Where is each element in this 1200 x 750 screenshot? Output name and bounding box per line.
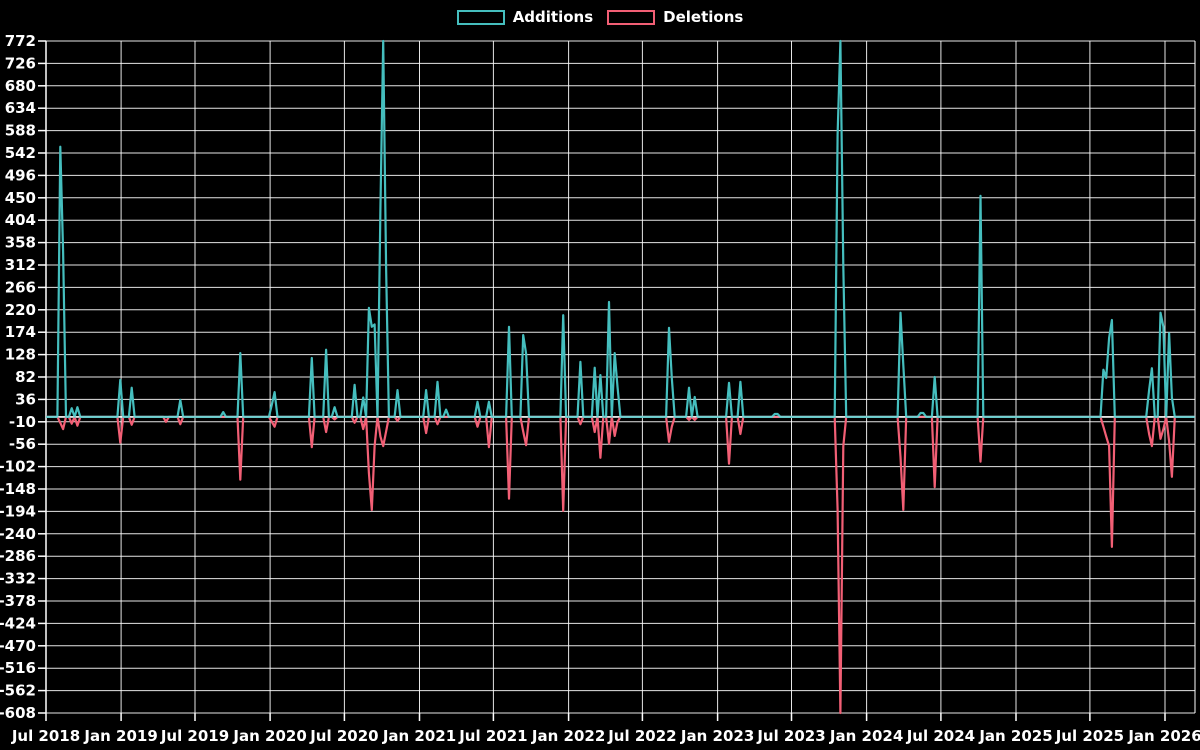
svg-text:266: 266	[5, 278, 36, 296]
svg-text:496: 496	[5, 166, 36, 184]
deletions-swatch-icon	[607, 9, 656, 25]
svg-text:-608: -608	[0, 704, 36, 722]
svg-text:588: 588	[5, 122, 36, 140]
svg-text:-332: -332	[0, 570, 36, 588]
v-gridlines	[45, 41, 1166, 721]
svg-text:-424: -424	[0, 614, 36, 632]
svg-text:Jan 2019: Jan 2019	[83, 727, 157, 745]
svg-text:542: 542	[5, 144, 36, 162]
legend-item-additions[interactable]: Additions	[456, 7, 594, 26]
svg-text:-378: -378	[0, 592, 36, 610]
svg-text:Jul 2021: Jul 2021	[458, 727, 527, 745]
svg-text:680: 680	[5, 77, 36, 95]
svg-text:-562: -562	[0, 682, 36, 700]
svg-text:Jan 2020: Jan 2020	[232, 727, 306, 745]
x-axis-labels: Jul 2018 Jan 2019 Jul 2019 Jan 2020 Jul 2020…	[11, 727, 1200, 745]
svg-text:-516: -516	[0, 659, 36, 677]
svg-text:726: 726	[5, 54, 36, 72]
svg-text:Jul 2019: Jul 2019	[160, 727, 229, 745]
svg-text:Jan 2026: Jan 2026	[1127, 727, 1200, 745]
svg-text:-194: -194	[0, 502, 36, 520]
svg-text:-56: -56	[9, 435, 36, 453]
svg-text:Jan 2023: Jan 2023	[680, 727, 754, 745]
svg-text:-102: -102	[0, 458, 36, 476]
svg-text:Jul 2025: Jul 2025	[1055, 727, 1124, 745]
svg-text:Jan 2022: Jan 2022	[531, 727, 605, 745]
svg-text:404: 404	[5, 211, 36, 229]
svg-text:772: 772	[5, 32, 36, 50]
svg-text:82: 82	[15, 368, 36, 386]
svg-text:174: 174	[5, 323, 36, 341]
svg-text:Jul 2023: Jul 2023	[756, 727, 825, 745]
h-gridlines	[38, 40, 1195, 714]
svg-text:450: 450	[5, 189, 36, 207]
plot-border	[45, 41, 1196, 713]
svg-text:312: 312	[5, 256, 36, 274]
svg-text:358: 358	[5, 234, 36, 252]
additions-line	[46, 39, 1195, 418]
legend-additions-label: Additions	[512, 7, 594, 26]
y-axis-labels: 772 726 680 634 588 542 496 450 404 358 312 266 220 1…	[0, 32, 36, 722]
svg-text:128: 128	[5, 346, 36, 364]
svg-text:Jan 2021: Jan 2021	[382, 727, 456, 745]
svg-text:-10: -10	[9, 413, 36, 431]
svg-text:634: 634	[5, 99, 36, 117]
svg-text:-240: -240	[0, 525, 36, 543]
additions-swatch-icon	[456, 9, 505, 25]
svg-text:Jan 2024: Jan 2024	[829, 727, 903, 745]
chart-legend: Additions Deletions	[0, 6, 1200, 28]
svg-text:Jan 2025: Jan 2025	[978, 727, 1052, 745]
svg-text:-470: -470	[0, 637, 36, 655]
svg-text:220: 220	[5, 301, 36, 319]
svg-text:36: 36	[15, 390, 36, 408]
svg-text:-286: -286	[0, 547, 36, 565]
svg-text:Jul 2020: Jul 2020	[309, 727, 378, 745]
svg-text:Jul 2018: Jul 2018	[11, 727, 80, 745]
svg-text:Jul 2024: Jul 2024	[906, 727, 975, 745]
svg-text:-148: -148	[0, 480, 36, 498]
legend-item-deletions[interactable]: Deletions	[607, 7, 744, 26]
legend-deletions-label: Deletions	[663, 7, 744, 26]
svg-text:Jul 2022: Jul 2022	[607, 727, 676, 745]
